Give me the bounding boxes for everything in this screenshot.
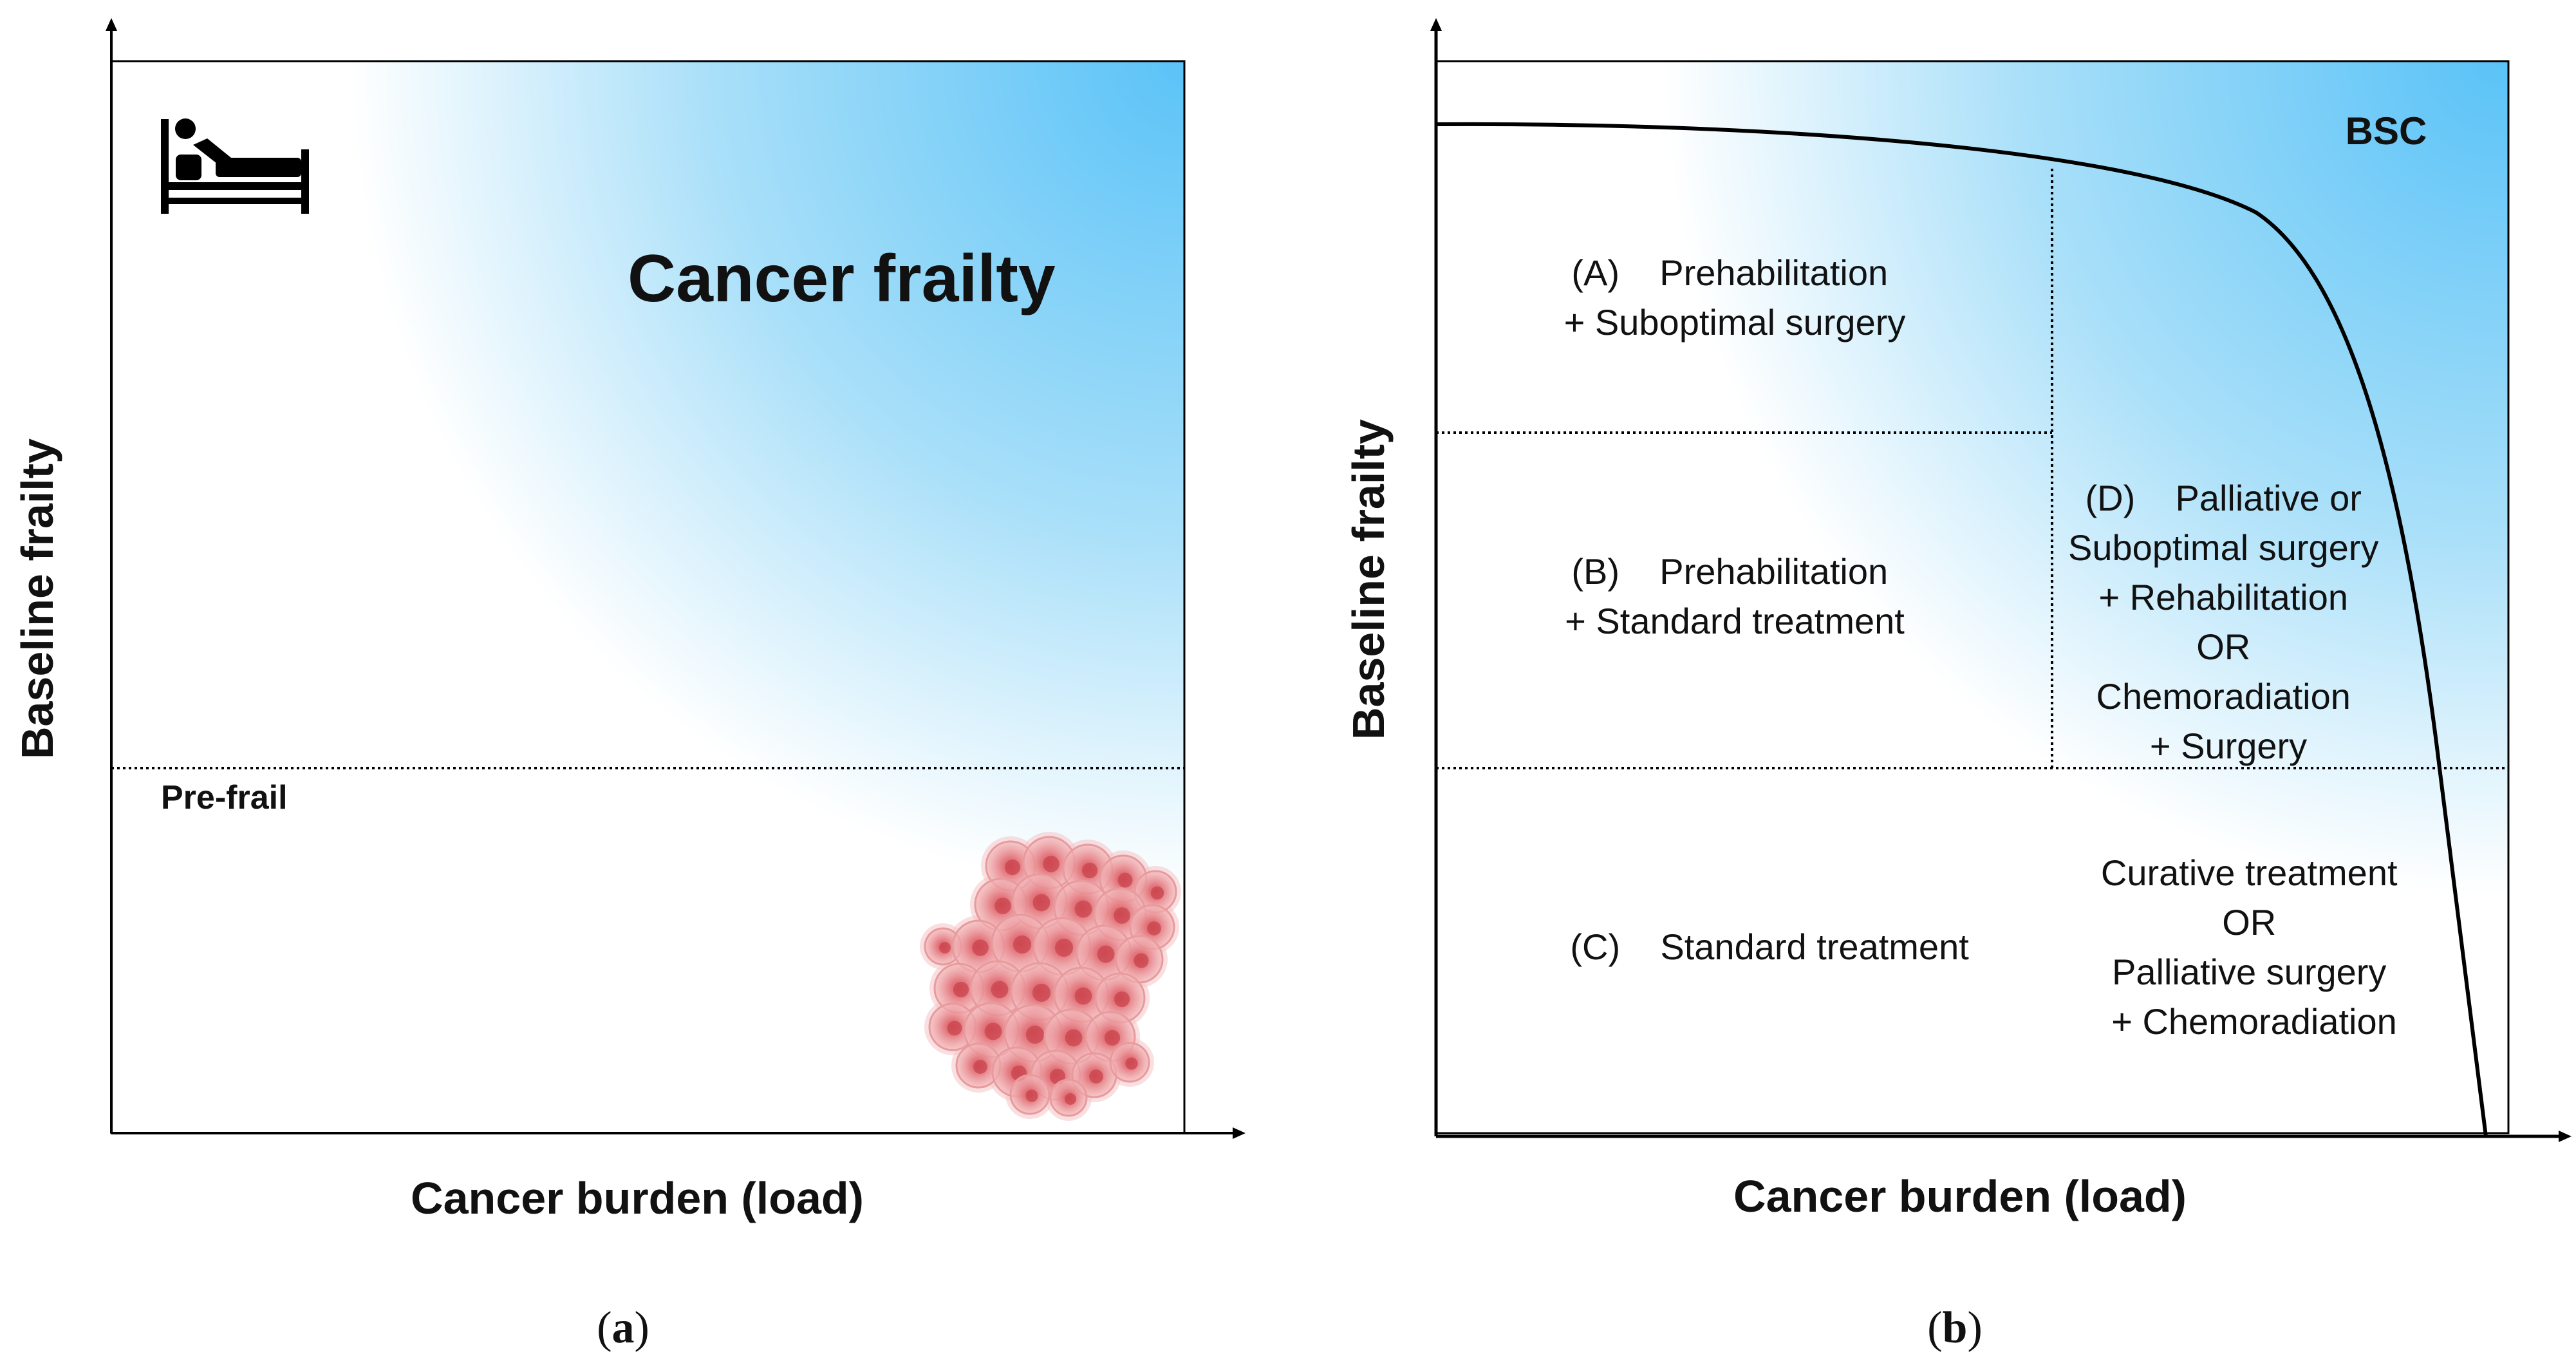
- cancer-frailty-title: Cancer frailty: [628, 241, 1056, 316]
- svg-text:(b): (b): [1927, 1303, 1983, 1353]
- panel-b-gradient-area: [1436, 61, 2508, 1133]
- cancer-cell-nucleus: [1147, 921, 1161, 935]
- panel-b-caption: (b): [1927, 1303, 1983, 1353]
- cancer-cell-nucleus: [1043, 856, 1059, 872]
- cancer-cell-nucleus: [1125, 1057, 1138, 1070]
- cancer-cell-nucleus: [1150, 886, 1164, 900]
- cancer-cell-nucleus: [1114, 907, 1130, 924]
- region-c-text: (C) Standard treatment: [1570, 926, 1969, 967]
- cancer-cell-nucleus: [984, 1022, 1002, 1040]
- panel-b-x-axis-arrow: [2559, 1131, 2571, 1142]
- cancer-cell-nucleus: [953, 981, 969, 998]
- panel-a-x-axis-arrow: [1233, 1127, 1246, 1139]
- region-d-text: (D) Palliative or Suboptimal surgery + R…: [2068, 478, 2389, 766]
- region-e-text: Curative treatment OR Palliative surgery…: [2101, 852, 2407, 1042]
- cancer-cell-nucleus: [1117, 872, 1133, 888]
- panel-a-caption: (a): [597, 1303, 649, 1353]
- bsc-boundary-curve: [1435, 122, 2488, 1137]
- cancer-cell-nucleus: [1004, 859, 1021, 876]
- bsc-label: BSC: [2346, 109, 2427, 153]
- cancer-cell-nucleus: [1074, 900, 1092, 918]
- cancer-cell-nucleus: [1013, 935, 1032, 954]
- region-a-text: (A) Prehabilitation + Suboptimal surgery: [1564, 252, 1906, 343]
- cancer-cell-nucleus: [994, 897, 1011, 914]
- cancer-cell-nucleus: [1032, 894, 1050, 912]
- panel-a-y-axis-arrow: [106, 18, 117, 31]
- cancer-cell-nucleus: [1054, 938, 1074, 957]
- cancer-cell-nucleus: [1074, 987, 1092, 1005]
- cancer-cell-nucleus: [1104, 1029, 1121, 1046]
- cancer-cell-nucleus: [1097, 945, 1115, 963]
- cancer-cell-nucleus: [1134, 953, 1149, 968]
- cancer-cell-nucleus: [1114, 991, 1130, 1008]
- cancer-cell-nucleus: [1065, 1029, 1083, 1047]
- region-b-text: (B) Prehabilitation + Standard treatment: [1565, 551, 1905, 641]
- prefrail-label: Pre-frail: [161, 779, 288, 816]
- panel-b-x-axis-label: Cancer burden (load): [1733, 1171, 2187, 1221]
- cancer-cell-nucleus: [972, 939, 989, 956]
- cancer-cell-nucleus: [947, 1020, 962, 1036]
- cancer-cell-nucleus: [1081, 862, 1098, 879]
- cancer-cell-nucleus: [1089, 1069, 1103, 1084]
- panel-b-y-axis-label: Baseline frailty: [1343, 419, 1394, 740]
- panel-a-x-axis-label: Cancer burden (load): [411, 1173, 864, 1223]
- cancer-cell-nucleus: [1065, 1093, 1076, 1105]
- cancer-cell-nucleus: [939, 942, 951, 954]
- cancer-cells-cluster-icon: [920, 832, 1181, 1121]
- patient-in-bed-icon: [161, 118, 309, 214]
- panel-a-y-axis-label: Baseline frailty: [12, 438, 62, 759]
- cancer-cell-nucleus: [1025, 1025, 1045, 1044]
- panel-b-y-axis-arrow: [1430, 18, 1442, 31]
- cancer-cell-nucleus: [991, 981, 1009, 999]
- cancer-cell-nucleus: [1025, 1089, 1038, 1102]
- cancer-cell-nucleus: [973, 1060, 987, 1074]
- cancer-cell-nucleus: [1032, 983, 1051, 1002]
- svg-text:(a): (a): [597, 1303, 649, 1353]
- panel-a: Pre-frail Cancer frailty Baseline frailt…: [12, 18, 1246, 1353]
